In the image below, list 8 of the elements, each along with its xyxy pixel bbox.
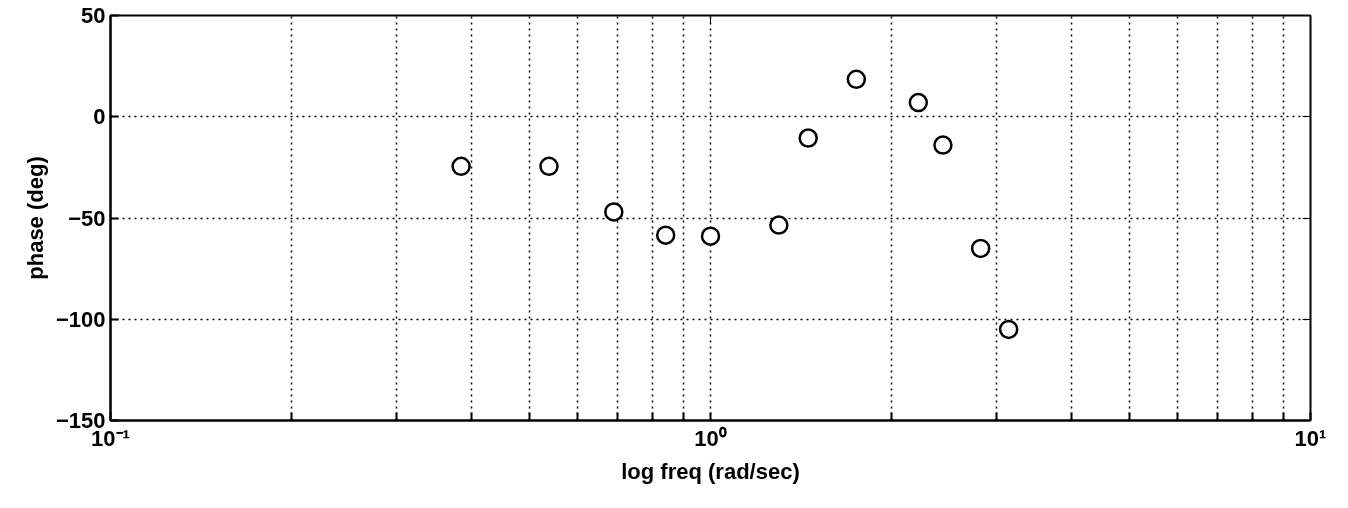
y-tick-label: −100 — [55, 306, 106, 332]
y-axis-title: phase (deg) — [22, 156, 48, 280]
y-tick-label: 0 — [93, 104, 106, 130]
y-tick-label: −50 — [68, 205, 106, 231]
y-tick-label: 50 — [81, 3, 106, 28]
x-axis-title: log freq (rad/sec) — [621, 458, 800, 484]
x-tick-label: 10¹ — [1294, 425, 1327, 451]
x-tick-label: 10⁰ — [694, 425, 727, 451]
